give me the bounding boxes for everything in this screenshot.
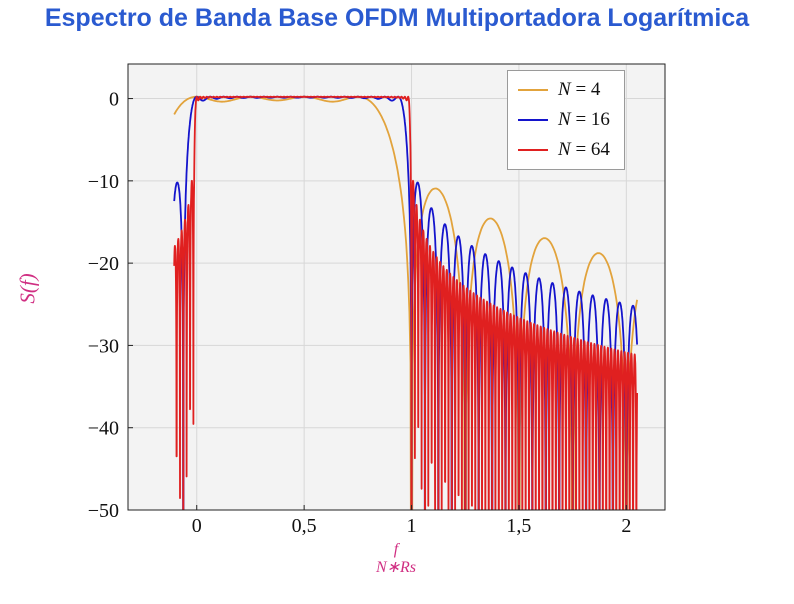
legend-label: N = 64 (558, 139, 610, 160)
x-tick-label: 0 (192, 515, 202, 537)
legend-item-N-16: N = 16 (518, 109, 610, 131)
legend-item-N-64: N = 64 (518, 139, 610, 161)
legend-item-N-4: N = 4 (518, 79, 610, 101)
x-axis-label-numerator: f (393, 541, 399, 558)
legend-label: N = 16 (558, 109, 610, 130)
x-axis-label-denominator: N∗Rs (375, 558, 417, 576)
axis-box (127, 63, 666, 511)
legend-line-swatch (518, 119, 548, 121)
x-tick-label: 1,5 (506, 515, 531, 537)
x-tick-label: 0,5 (292, 515, 317, 537)
series-line-N-64 (173, 95, 638, 510)
y-tick-label: −10 (88, 171, 119, 193)
y-tick-label: −30 (88, 335, 119, 357)
x-tick-label: 2 (621, 515, 631, 537)
y-tick-label: −20 (88, 253, 119, 275)
legend: N = 4 N = 16 N = 64 (507, 70, 625, 170)
y-axis-label: S(f) (15, 273, 40, 304)
x-axis-label: f N∗Rs (346, 541, 446, 576)
y-tick-label: −40 (88, 418, 119, 440)
y-tick-label: −50 (88, 500, 119, 522)
legend-line-swatch (518, 89, 548, 91)
y-tick-label: 0 (109, 89, 119, 111)
legend-line-swatch (518, 149, 548, 151)
chart-title: Espectro de Banda Base OFDM Multiportado… (44, 4, 750, 32)
legend-label: N = 4 (558, 79, 601, 100)
x-tick-label: 1 (407, 515, 417, 537)
